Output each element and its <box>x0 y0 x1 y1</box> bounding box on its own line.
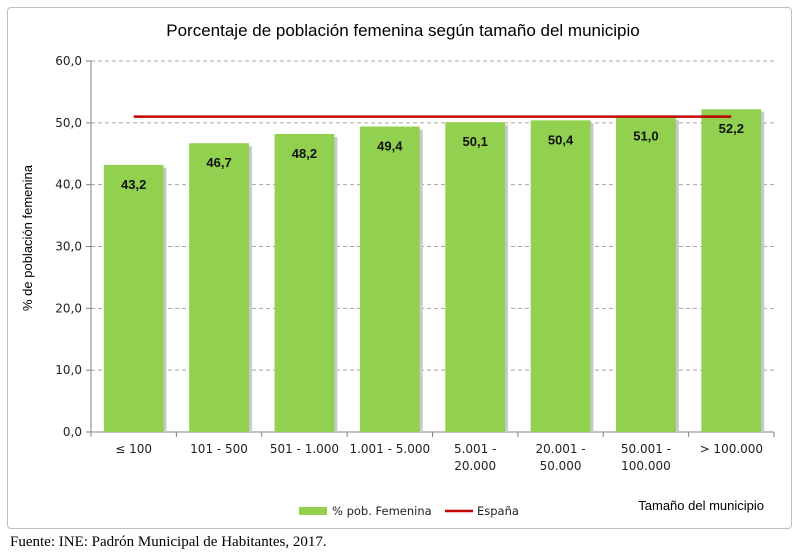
x-tick-label: 100.000 <box>621 459 671 473</box>
y-tick-label: 40,0 <box>55 178 82 192</box>
data-label: 43,2 <box>121 177 146 192</box>
bar <box>189 143 249 432</box>
data-label: 49,4 <box>377 139 403 154</box>
source-note: Fuente: INE: Padrón Municipal de Habitan… <box>10 534 327 550</box>
bar <box>359 126 420 432</box>
bar <box>445 122 506 432</box>
legend-bar-swatch <box>299 507 327 515</box>
y-axis-label: % de población femenina <box>20 164 35 311</box>
bar <box>701 109 762 432</box>
bar <box>530 120 591 433</box>
x-tick-label: 101 - 500 <box>190 442 248 456</box>
data-label: 52,2 <box>719 121 744 136</box>
bar <box>103 164 164 432</box>
y-tick-label: 0,0 <box>63 425 82 439</box>
y-tick-label: 20,0 <box>55 301 82 315</box>
x-tick-label: 50.001 - <box>621 442 671 456</box>
data-label: 48,2 <box>292 146 317 161</box>
x-axis-label: Tamaño del municipio <box>638 498 764 513</box>
y-tick-label: 10,0 <box>55 363 82 377</box>
bar-chart: Porcentaje de población femenina según t… <box>20 21 775 518</box>
data-label: 51,0 <box>633 129 658 144</box>
data-label: 50,1 <box>463 134 488 149</box>
data-label: 46,7 <box>206 155 231 170</box>
x-tick-label: 20.001 - <box>535 442 585 456</box>
x-tick-label: 50.000 <box>540 459 582 473</box>
y-tick-label: 30,0 <box>55 240 82 254</box>
chart-frame: Porcentaje de población femenina según t… <box>7 7 792 529</box>
chart-title: Porcentaje de población femenina según t… <box>166 21 639 40</box>
bar <box>274 133 335 433</box>
legend-bar-label: % pob. Femenina <box>332 504 432 518</box>
y-tick-label: 60,0 <box>55 54 82 68</box>
x-tick-label: 5.001 - <box>454 442 497 456</box>
x-tick-label: > 100.000 <box>700 442 764 456</box>
x-tick-label: 501 - 1.000 <box>270 442 339 456</box>
plot-area: 0,0 10,0 20,0 30,0 40,0 50,0 60,0 43,2 ≤ 100 46,7… <box>55 54 775 473</box>
legend: % pob. Femenina España <box>299 504 519 518</box>
x-tick-label: 1.001 - 5.000 <box>349 442 430 456</box>
legend-line-label: España <box>477 504 519 518</box>
data-label: 50,4 <box>548 132 574 147</box>
x-tick-label: ≤ 100 <box>115 442 152 456</box>
bar <box>616 116 676 433</box>
y-tick-label: 50,0 <box>55 116 82 130</box>
x-tick-label: 20.000 <box>454 459 496 473</box>
